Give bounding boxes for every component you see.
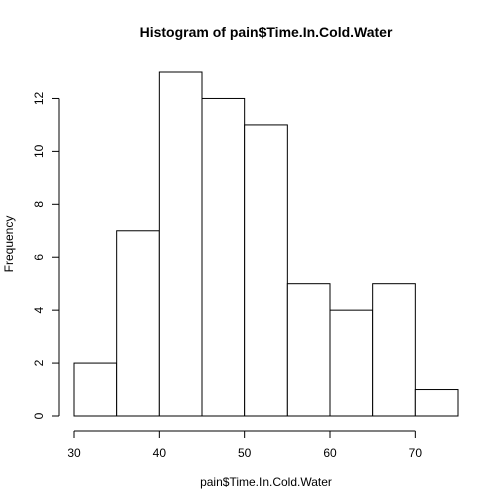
y-axis: 0 2 4 6 8 10 12 [32, 91, 60, 419]
histogram-bar-8 [414, 389, 459, 417]
x-axis-label: pain$Time.In.Cold.Water [200, 475, 332, 489]
y-tick-label-6: 12 [32, 91, 46, 105]
y-tick-label-2: 4 [32, 306, 46, 313]
histogram-bar-1 [116, 230, 160, 417]
y-tick-label-3: 6 [32, 254, 46, 261]
x-tick-label-3: 60 [323, 446, 337, 460]
histogram-bar-2 [158, 71, 203, 417]
y-axis-label: Frequency [2, 216, 16, 273]
histogram-bar-3 [201, 97, 246, 417]
histogram-bar-5 [286, 283, 331, 417]
y-tick-label-1: 2 [32, 359, 46, 366]
x-tick-label-2: 50 [238, 446, 252, 460]
chart-title: Histogram of pain$Time.In.Cold.Water [140, 24, 393, 40]
x-tick-label-1: 40 [153, 446, 167, 460]
y-tick-label-5: 10 [32, 144, 46, 158]
histogram-bar-4 [244, 124, 288, 417]
histogram-bar-6 [329, 309, 374, 417]
y-tick-label-0: 0 [32, 412, 46, 419]
x-tick-label-4: 70 [409, 446, 423, 460]
histogram-bar-7 [372, 283, 416, 417]
bars-group [73, 71, 459, 417]
x-tick-label-0: 30 [67, 446, 81, 460]
x-axis: 30 40 50 60 70 [67, 430, 423, 460]
y-tick-label-4: 8 [32, 201, 46, 208]
histogram-bar-0 [73, 362, 118, 417]
